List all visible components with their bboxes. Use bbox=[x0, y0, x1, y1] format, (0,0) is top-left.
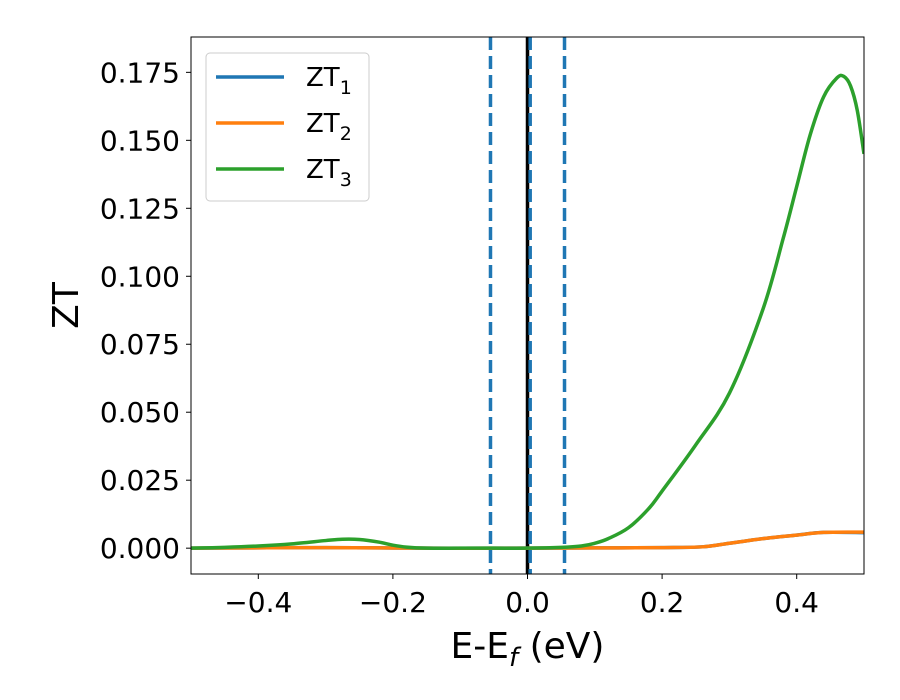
x-tick-label: 0.2 bbox=[640, 586, 685, 619]
y-tick-label: 0.000 bbox=[100, 532, 180, 565]
x-tick-label: 0.0 bbox=[505, 586, 550, 619]
y-tick-label: 0.175 bbox=[100, 56, 180, 89]
legend-label: ZT1 bbox=[306, 63, 352, 99]
legend-label: ZT3 bbox=[306, 155, 352, 191]
y-tick-label: 0.025 bbox=[100, 464, 180, 497]
y-tick-label: 0.150 bbox=[100, 124, 180, 157]
x-tick-label: −0.4 bbox=[224, 586, 292, 619]
y-axis-ticks: 0.000 0.025 0.050 0.075 0.100 0.125 0.150 0.175 bbox=[100, 56, 191, 565]
x-tick-label: −0.2 bbox=[359, 586, 427, 619]
legend-box bbox=[205, 52, 370, 202]
legend: ZT1 ZT2 ZT3 bbox=[205, 52, 370, 202]
vertical-reference-lines bbox=[488, 37, 567, 574]
y-tick-label: 0.100 bbox=[100, 260, 180, 293]
y-tick-label: 0.075 bbox=[100, 328, 180, 361]
x-tick-label: 0.4 bbox=[774, 586, 819, 619]
legend-label: ZT2 bbox=[306, 109, 352, 145]
x-axis-ticks: −0.4 −0.2 0.0 0.2 0.4 bbox=[224, 574, 819, 619]
y-tick-label: 0.125 bbox=[100, 192, 180, 225]
y-axis-label: ZT bbox=[46, 281, 87, 329]
series-lines bbox=[191, 73, 864, 550]
y-tick-label: 0.050 bbox=[100, 396, 180, 429]
x-axis-label: E-Ef (eV) bbox=[451, 626, 605, 673]
series-line-zt3 bbox=[191, 73, 864, 550]
series-line-zt2 bbox=[191, 530, 864, 550]
